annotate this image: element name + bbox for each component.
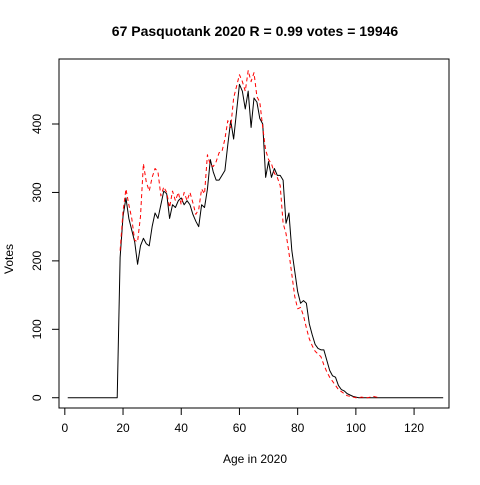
x-tick-label: 60 [233,421,247,435]
x-axis: 0 20 40 60 80 100 120 [61,407,424,435]
y-tick-label: 400 [30,114,44,134]
x-axis-label: Age in 2020 [223,452,287,466]
y-axis: 0 100 200 300 400 [30,114,60,401]
y-tick-label: 200 [30,251,44,271]
y-tick-label: 0 [30,394,44,401]
x-tick-label: 0 [61,421,68,435]
x-tick-label: 20 [116,421,130,435]
x-tick-label: 40 [175,421,189,435]
chart-title: 67 Pasquotank 2020 R = 0.99 votes = 1994… [112,23,399,39]
y-tick-label: 300 [30,182,44,202]
x-tick-label: 100 [346,421,366,435]
x-tick-label: 120 [404,421,424,435]
series-line-solid [67,83,444,399]
x-tick-label: 80 [291,421,305,435]
y-axis-label: Votes [2,244,16,274]
y-tick-label: 100 [30,319,44,339]
series-lines [67,70,444,399]
series-line-dashed [119,70,380,399]
